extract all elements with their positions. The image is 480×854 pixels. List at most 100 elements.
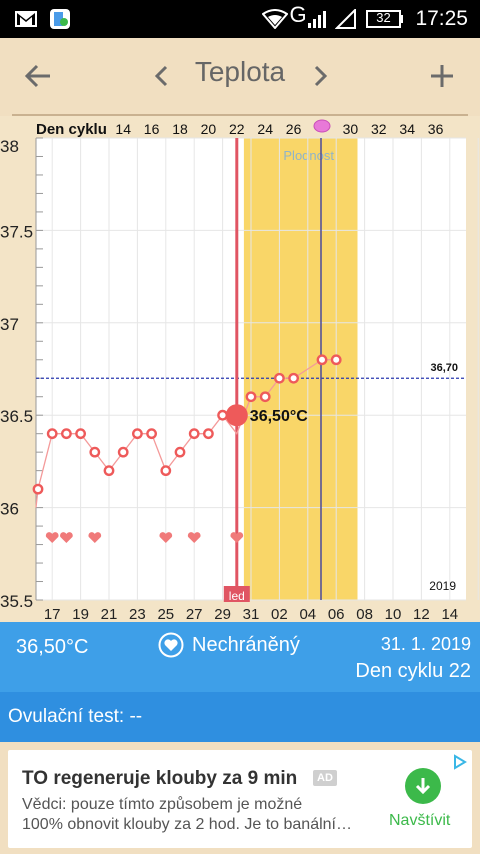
intercourse-heart-icon[interactable] — [187, 532, 201, 543]
temperature-point[interactable] — [202, 428, 214, 440]
cycle-day-tick-label: 32 — [371, 121, 387, 137]
y-tick-label: 37 — [0, 315, 19, 334]
temperature-point[interactable] — [288, 372, 299, 384]
temperature-point[interactable] — [273, 372, 285, 384]
selected-date: 31. 1. 2019 — [380, 634, 471, 654]
ad-body-line-2: 100% obnovit klouby za 2 hod. Je to baná… — [22, 816, 352, 833]
date-tick-label: 31 — [243, 606, 260, 622]
protection-status[interactable]: Nechráněný — [158, 632, 300, 658]
temperature-point[interactable] — [103, 465, 115, 477]
intercourse-heart-icon[interactable] — [60, 532, 73, 543]
date-tick-label: 17 — [44, 606, 61, 622]
ad-container: TO regeneruje klouby za 9 min AD Vědci: … — [0, 742, 480, 854]
back-button[interactable] — [16, 52, 60, 100]
add-button[interactable] — [420, 52, 464, 100]
signal-empty-icon — [335, 8, 357, 30]
today-temperature-label: 36,50°C — [250, 408, 308, 425]
cycle-day-tick-label: 20 — [201, 121, 217, 137]
app-bar: Teplota — [0, 38, 480, 116]
y-tick-label: 35.5 — [0, 592, 33, 611]
battery-level: 32 — [376, 10, 391, 25]
ovulation-marker[interactable] — [313, 119, 331, 133]
temperature-point[interactable] — [245, 391, 257, 403]
temperature-chart[interactable]: Plodnost 38 37.5 37 36.5 36 35.5 Den cyklu 14 16 1… — [0, 116, 480, 622]
plus-icon — [431, 65, 453, 87]
intercourse-heart-icon[interactable] — [230, 532, 244, 543]
date-tick-label: 23 — [129, 606, 146, 622]
cycle-day-tick-label: 16 — [144, 121, 160, 137]
date-tick-label: 10 — [385, 606, 402, 622]
intercourse-heart-icon[interactable] — [88, 532, 102, 543]
cover-line-label: 36,70 — [430, 362, 458, 374]
temperature-point[interactable] — [117, 446, 129, 458]
fertile-window — [243, 138, 358, 600]
date-tick-label: 27 — [186, 606, 203, 622]
ad-banner[interactable]: TO regeneruje klouby za 9 min AD Vědci: … — [8, 750, 472, 848]
ad-body-line-1: Vědci: pouze tímto způsobem je možné — [22, 796, 303, 813]
date-tick-label: 08 — [356, 606, 373, 622]
selected-temperature: 36,50°C — [16, 636, 89, 658]
chevron-right-icon — [314, 65, 328, 87]
adchoices-icon[interactable] — [452, 754, 468, 775]
page-title: Teplota — [194, 56, 286, 87]
intercourse-heart-icon[interactable] — [45, 532, 59, 543]
date-tick-label: 06 — [328, 606, 345, 622]
temperature-point[interactable] — [146, 428, 158, 440]
temperature-point[interactable] — [131, 428, 143, 440]
date-tick-label: 12 — [413, 606, 430, 622]
cycle-day-header-label: Den cyklu — [36, 121, 107, 138]
battery-icon: 32 — [366, 8, 404, 30]
temperature-point[interactable] — [75, 428, 87, 440]
temperature-point[interactable] — [174, 446, 186, 458]
temperature-point[interactable] — [259, 391, 271, 403]
ovulation-test-label: Ovulační test: -- — [8, 706, 143, 727]
cycle-day-tick-label: 14 — [115, 121, 131, 137]
temperature-point[interactable] — [160, 465, 172, 477]
date-tick-label: 21 — [101, 606, 118, 622]
today-day-marker — [223, 586, 250, 602]
temperature-point[interactable] — [46, 428, 58, 440]
ad-headline[interactable]: TO regeneruje klouby za 9 min — [22, 768, 298, 789]
temperature-point[interactable] — [330, 354, 342, 366]
y-tick-label: 36 — [0, 500, 19, 519]
cycle-day-tick-label: 34 — [399, 121, 415, 137]
cycle-day-tick-label: 30 — [343, 121, 359, 137]
app-bar-divider — [12, 114, 468, 116]
today-temperature-point[interactable] — [225, 404, 248, 427]
cycle-day-tick-label: 18 — [172, 121, 188, 137]
previous-cycle-button[interactable] — [146, 52, 176, 100]
today-day-marker-label: led — [229, 589, 245, 603]
network-type: G — [289, 2, 307, 27]
temperature-point[interactable] — [217, 409, 229, 421]
ovulation-test-bar[interactable]: Ovulační test: -- — [0, 692, 480, 742]
date-tick-label: 29 — [214, 606, 231, 622]
ad-cta-button[interactable]: Navštívit — [389, 812, 451, 829]
y-tick-label: 37.5 — [0, 222, 33, 241]
intercourse-heart-icon[interactable] — [159, 532, 173, 543]
cycle-day-tick-label: 26 — [286, 121, 302, 137]
download-arrow-icon[interactable] — [405, 768, 441, 804]
date-tick-label: 02 — [271, 606, 288, 622]
y-tick-label: 36.5 — [0, 407, 33, 426]
date-tick-label: 14 — [441, 606, 458, 622]
temperature-point[interactable] — [89, 446, 101, 458]
day-info-bar[interactable]: 36,50°C Nechráněný 31. 1. 2019 Den cyklu… — [0, 622, 480, 692]
temperature-point[interactable] — [316, 354, 328, 366]
protection-label: Nechráněný — [192, 633, 300, 656]
chevron-left-icon — [154, 65, 168, 87]
date-tick-label: 04 — [299, 606, 316, 622]
temperature-series-line — [35, 359, 337, 508]
wifi-icon — [262, 8, 288, 30]
temperature-point[interactable] — [32, 483, 44, 495]
temperature-chart-canvas[interactable]: Plodnost 38 37.5 37 36.5 36 35.5 Den cyklu 14 16 1… — [0, 116, 480, 622]
heart-icon — [158, 632, 184, 658]
temperature-point[interactable] — [61, 428, 72, 440]
signal-icon — [307, 8, 329, 30]
temperature-point[interactable] — [188, 428, 200, 440]
y-tick-label: 38 — [0, 137, 19, 156]
clock: 17:25 — [415, 7, 468, 30]
ad-badge: AD — [313, 770, 337, 786]
app-notification-icon — [48, 8, 72, 30]
next-cycle-button[interactable] — [306, 52, 336, 100]
selected-cycle-day: Den cyklu 22 — [355, 660, 471, 682]
